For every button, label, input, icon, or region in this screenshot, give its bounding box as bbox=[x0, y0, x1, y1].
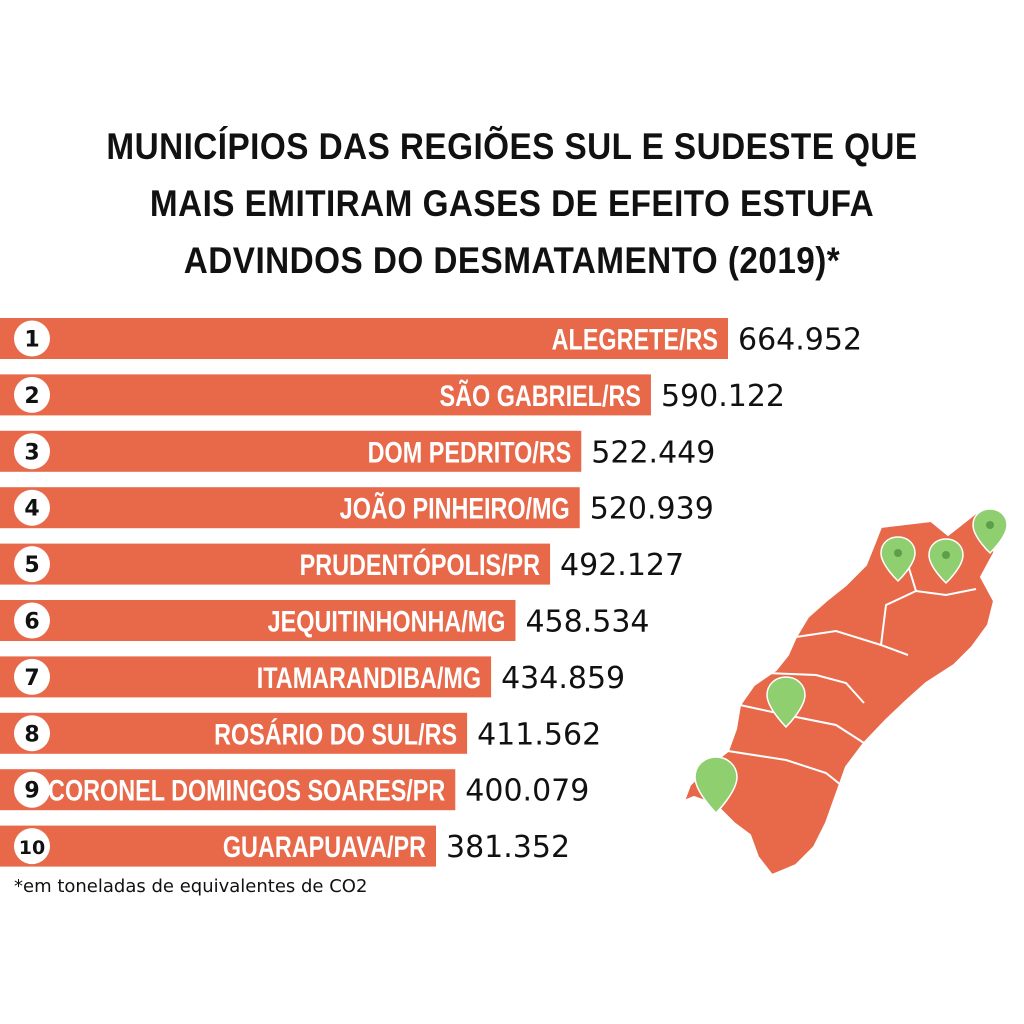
rank-number: 1 bbox=[24, 328, 39, 353]
rank-number: 7 bbox=[24, 666, 39, 691]
chart-title: MUNICÍPIOS DAS REGIÕES SUL E SUDESTE QUE… bbox=[106, 126, 918, 281]
rank-number: 6 bbox=[24, 610, 39, 635]
map-region-shape bbox=[682, 511, 1000, 877]
map-pin-icon bbox=[694, 756, 738, 815]
map-pin-icon bbox=[880, 536, 916, 583]
bar-value-label: 434.859 bbox=[501, 661, 625, 696]
bar bbox=[0, 712, 468, 754]
bar-category-label: ALEGRETE/RS bbox=[552, 323, 718, 356]
rank-circle bbox=[14, 658, 50, 695]
rank-circle bbox=[14, 489, 50, 526]
rank-number: 10 bbox=[19, 837, 45, 859]
bar bbox=[0, 318, 728, 359]
rank-circle bbox=[14, 715, 50, 752]
bar-value-label: 522.449 bbox=[591, 435, 715, 470]
rank-circle bbox=[14, 602, 50, 639]
bar-value-label: 590.122 bbox=[661, 379, 785, 414]
bar bbox=[0, 487, 580, 529]
map-pin-icon bbox=[972, 508, 1008, 555]
bar bbox=[0, 543, 551, 585]
bar-value-label: 411.562 bbox=[477, 717, 601, 752]
bar bbox=[0, 374, 651, 416]
bar-category-label: DOM PEDRITO/RS bbox=[368, 436, 572, 469]
brazil-south-southeast-map-icon bbox=[682, 508, 1008, 877]
map-pins bbox=[694, 508, 1008, 815]
bar-value-label: 381.352 bbox=[446, 830, 570, 865]
rank-number: 8 bbox=[24, 722, 39, 747]
rank-circle bbox=[14, 546, 50, 583]
rank-number: 5 bbox=[24, 553, 39, 578]
bar-value-label: 664.952 bbox=[738, 323, 862, 358]
bar bbox=[0, 600, 516, 641]
rank-circle bbox=[14, 771, 50, 808]
map-pin-icon bbox=[766, 676, 806, 729]
map-pin-dot bbox=[942, 551, 950, 559]
rank-circle bbox=[14, 828, 50, 865]
map-pin-icon bbox=[928, 538, 964, 585]
bar-category-label: CORONEL DOMINGOS SOARES/PR bbox=[48, 774, 445, 807]
bar-category-label: ITAMARANDIBA/MG bbox=[257, 661, 481, 694]
rank-circle bbox=[14, 376, 50, 413]
footnote: *em toneladas de equivalentes de CO2 bbox=[14, 876, 368, 897]
rank-number: 2 bbox=[24, 384, 39, 409]
rank-circle bbox=[14, 320, 50, 357]
bar-category-label: PRUDENTÓPOLIS/PR bbox=[300, 547, 540, 582]
map-pin-dot bbox=[986, 521, 994, 529]
rank-circle bbox=[14, 433, 50, 470]
bar-value-label: 400.079 bbox=[465, 774, 589, 809]
rank-number: 9 bbox=[24, 779, 39, 804]
bar-value-label: 458.534 bbox=[525, 605, 649, 640]
bar-value-label: 492.127 bbox=[560, 548, 684, 583]
bar bbox=[0, 825, 436, 867]
bar-category-label: GUARAPUAVA/PR bbox=[223, 830, 426, 863]
bar bbox=[0, 769, 456, 811]
map-pin-dot bbox=[894, 549, 902, 557]
rank-number: 3 bbox=[24, 440, 39, 465]
bar-category-label: JOÃO PINHEIRO/MG bbox=[340, 491, 570, 526]
bar-category-label: JEQUITINHONHA/MG bbox=[268, 605, 506, 638]
bar-category-label: ROSÁRIO DO SUL/RS bbox=[214, 716, 457, 751]
bar bbox=[0, 430, 582, 472]
rank-number: 4 bbox=[24, 497, 39, 522]
bar-category-label: SÃO GABRIEL/RS bbox=[440, 378, 641, 413]
bar bbox=[0, 656, 492, 698]
bar-value-label: 520.939 bbox=[590, 492, 714, 527]
